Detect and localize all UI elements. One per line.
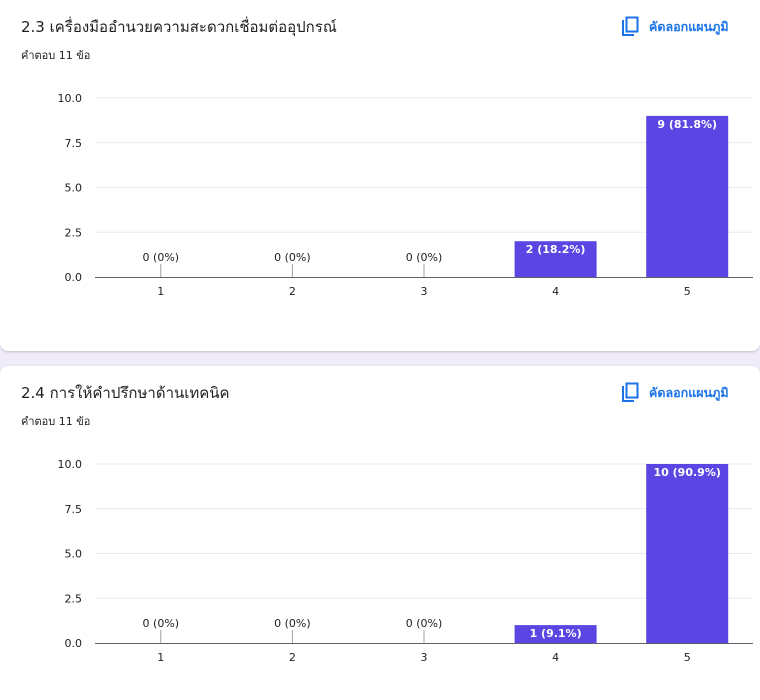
x-tick-label: 3 — [421, 651, 428, 664]
copy-icon — [622, 382, 639, 402]
bar-chart-2-4: 0.0 2.5 5.0 7.5 10.0 0 (0%) 1 0 (0%) 2 0 (0%) 3 1 (… — [58, 458, 753, 664]
response-count: คำตอบ 11 ข้อ — [21, 415, 91, 428]
data-label: 0 (0%) — [143, 251, 180, 264]
bar — [514, 625, 597, 643]
x-tick-label: 3 — [421, 285, 428, 298]
copy-icon — [622, 16, 639, 36]
data-label: 0 (0%) — [406, 251, 443, 264]
bar — [646, 115, 729, 278]
copy-chart-label: คัดลอกแผนภูมิ — [649, 19, 729, 34]
y-tick-label: 10.0 — [58, 92, 83, 105]
y-tick-label: 5.0 — [65, 548, 83, 561]
data-label: 9 (81.8%) — [657, 118, 717, 131]
copy-chart-label: คัดลอกแผนภูมิ — [649, 385, 729, 400]
bar — [646, 464, 729, 643]
y-tick-label: 7.5 — [65, 503, 83, 516]
y-tick-label: 10.0 — [58, 458, 83, 471]
copy-chart-button[interactable]: คัดลอกแผนภูมิ — [620, 14, 729, 40]
x-tick-label: 5 — [684, 285, 691, 298]
question-title: 2.3 เครื่องมืออำนวยความสะดวกเชื่อมต่ออุป… — [21, 18, 337, 36]
data-label: 0 (0%) — [274, 251, 311, 264]
data-label: 1 (9.1%) — [530, 627, 582, 640]
data-label: 10 (90.9%) — [654, 466, 721, 479]
copy-chart-button[interactable]: คัดลอกแผนภูมิ — [620, 380, 729, 406]
y-tick-label: 5.0 — [65, 182, 83, 195]
y-tick-label: 2.5 — [65, 226, 83, 239]
bar — [514, 241, 597, 277]
question-title: 2.4 การให้คำปรึกษาด้านเทคนิค — [21, 384, 230, 402]
data-label: 0 (0%) — [274, 617, 311, 630]
response-count: คำตอบ 11 ข้อ — [21, 49, 91, 62]
question-card-2-4: 2.4 การให้คำปรึกษาด้านเทคนิค คำตอบ 11 ข้… — [0, 366, 760, 700]
y-tick-label: 7.5 — [65, 137, 83, 150]
x-tick-label: 2 — [289, 651, 296, 664]
x-tick-label: 1 — [157, 651, 164, 664]
bar-chart-2-3: 0.0 2.5 5.0 7.5 10.0 0 (0%) 1 0 (0%) 2 0 (0%) 3 2 (… — [58, 92, 753, 298]
x-tick-label: 4 — [552, 285, 559, 298]
x-tick-label: 1 — [157, 285, 164, 298]
y-tick-label: 0.0 — [65, 271, 83, 284]
x-tick-label: 5 — [684, 651, 691, 664]
y-tick-label: 0.0 — [65, 637, 83, 650]
y-tick-label: 2.5 — [65, 592, 83, 605]
data-label: 2 (18.2%) — [526, 243, 586, 256]
data-label: 0 (0%) — [406, 617, 443, 630]
data-label: 0 (0%) — [143, 617, 180, 630]
question-card-2-3: 2.3 เครื่องมืออำนวยความสะดวกเชื่อมต่ออุป… — [0, 0, 760, 351]
x-tick-label: 2 — [289, 285, 296, 298]
x-tick-label: 4 — [552, 651, 559, 664]
